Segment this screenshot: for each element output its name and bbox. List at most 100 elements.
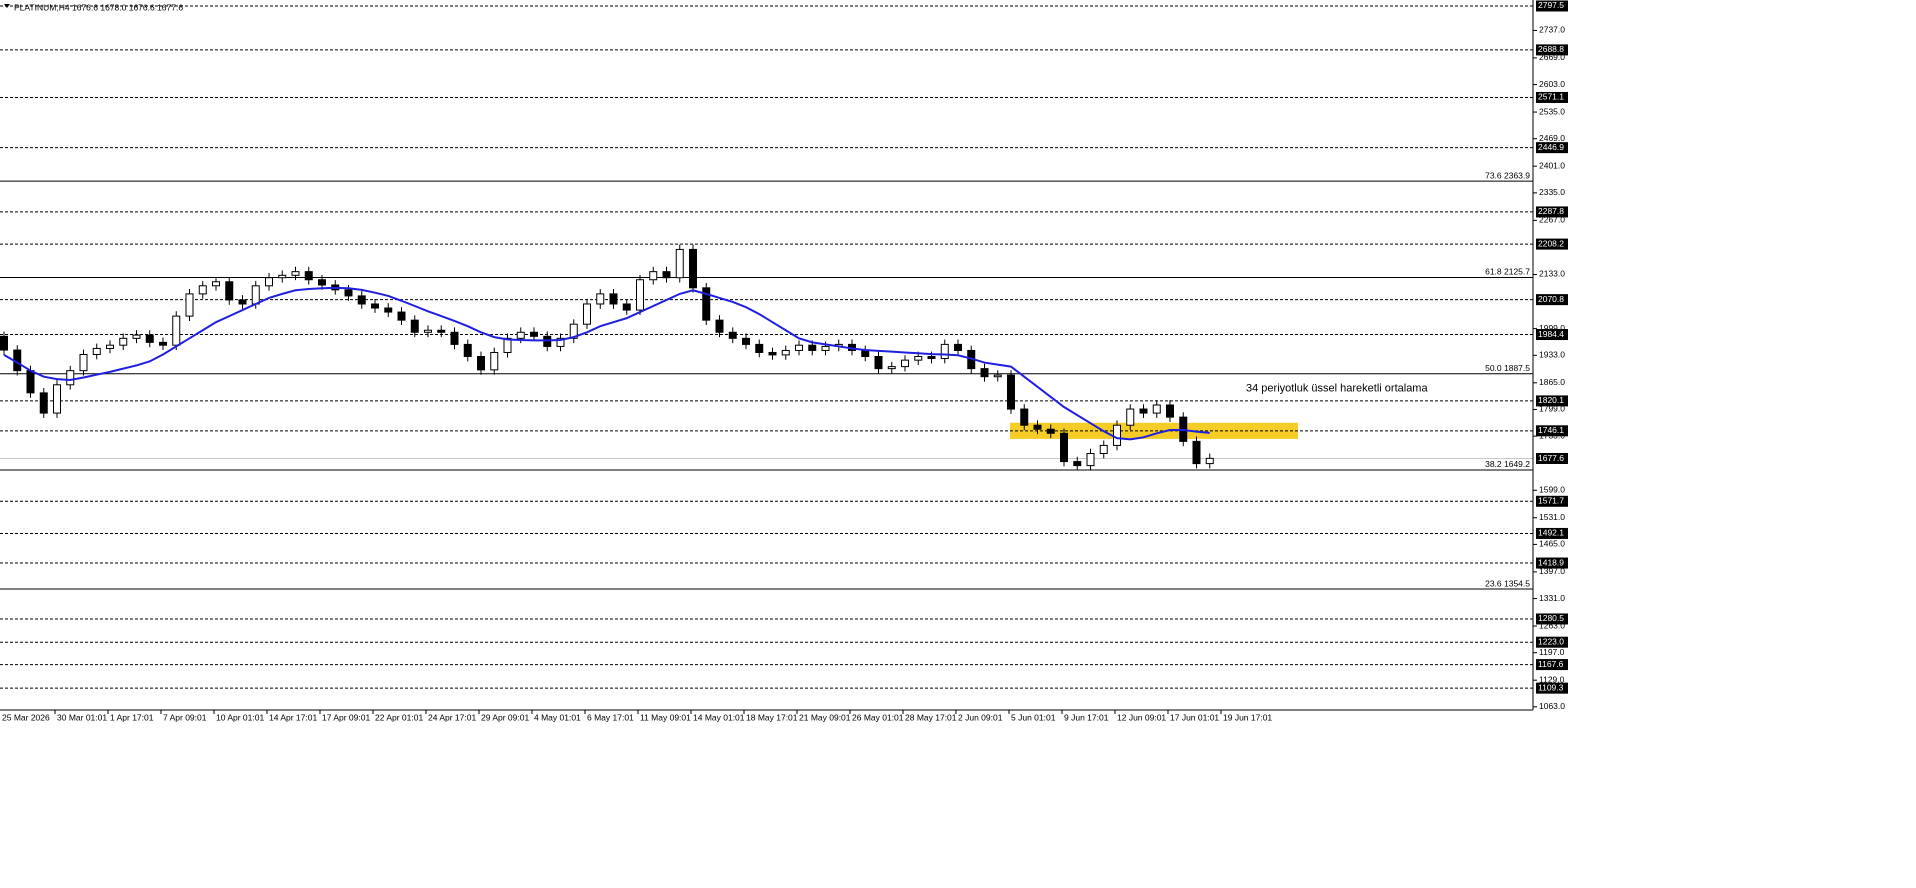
price-level-box bbox=[1536, 425, 1568, 437]
candle-body bbox=[649, 271, 658, 281]
candle-body bbox=[397, 311, 406, 321]
x-tick-label: 9 Jun 17:01 bbox=[1064, 712, 1109, 722]
price-level-label: 1280.5 bbox=[1538, 613, 1564, 623]
fib-label: 61.8 2125.7 bbox=[1485, 267, 1530, 277]
candle-body bbox=[1073, 461, 1082, 467]
price-level-box bbox=[1536, 294, 1568, 306]
x-tick-label: 17 Jun 01:01 bbox=[1170, 712, 1219, 722]
x-tick-label: 26 May 01:01 bbox=[852, 712, 904, 722]
candle-body bbox=[622, 303, 631, 311]
candle-body bbox=[238, 299, 247, 305]
candle-body bbox=[927, 356, 936, 360]
y-tick-label: 2669.0 bbox=[1539, 52, 1565, 62]
price-level-box bbox=[1536, 206, 1568, 218]
x-tick-label: 21 May 09:01 bbox=[799, 712, 851, 722]
x-tick-label: 6 May 17:01 bbox=[587, 712, 634, 722]
candle-body bbox=[940, 343, 949, 360]
price-level-box bbox=[1536, 142, 1568, 154]
y-tick-label: 1197.0 bbox=[1539, 647, 1565, 657]
candle-body bbox=[503, 337, 512, 353]
candle-body bbox=[278, 274, 287, 279]
candle-body bbox=[583, 303, 591, 325]
x-tick-label: 29 Apr 09:01 bbox=[481, 712, 529, 722]
y-tick-label: 1263.0 bbox=[1539, 620, 1565, 630]
y-tick-label: 2603.0 bbox=[1539, 79, 1565, 89]
y-tick-label: 2133.0 bbox=[1539, 269, 1565, 279]
candle-body bbox=[689, 248, 697, 289]
candle-body bbox=[901, 359, 909, 368]
x-tick-label: 18 May 17:01 bbox=[746, 712, 798, 722]
candle-body bbox=[39, 392, 48, 414]
price-level-label: 1109.3 bbox=[1538, 682, 1564, 692]
x-tick-label: 28 May 17:01 bbox=[905, 712, 957, 722]
y-tick-label: 1531.0 bbox=[1539, 512, 1565, 522]
candle-body bbox=[384, 307, 393, 313]
y-tick-label: 2535.0 bbox=[1539, 106, 1565, 116]
y-tick-label: 2737.0 bbox=[1539, 25, 1565, 35]
candle-body bbox=[569, 323, 578, 339]
candle-body bbox=[0, 335, 8, 351]
price-level-label: 1418.9 bbox=[1538, 557, 1564, 567]
x-tick-label: 22 Apr 01:01 bbox=[375, 712, 423, 722]
candle-body bbox=[662, 271, 671, 279]
candle-body bbox=[768, 351, 777, 356]
candle-body bbox=[53, 384, 61, 414]
x-tick-label: 7 Apr 09:01 bbox=[163, 712, 207, 722]
price-level-box bbox=[1536, 44, 1568, 56]
candle-body bbox=[477, 356, 485, 371]
price-level-label: 1746.1 bbox=[1538, 425, 1564, 435]
candle-body bbox=[543, 335, 552, 347]
price-level-label: 2287.8 bbox=[1538, 206, 1564, 216]
candle-body bbox=[225, 281, 234, 301]
candle-body bbox=[1113, 424, 1121, 446]
candle-body bbox=[821, 345, 830, 351]
x-tick-label: 14 Apr 17:01 bbox=[269, 712, 317, 722]
price-level-label: 1820.1 bbox=[1538, 395, 1564, 405]
candle-body bbox=[742, 337, 750, 345]
candle-body bbox=[79, 353, 88, 372]
candle-body bbox=[1007, 374, 1015, 410]
candle-body bbox=[1086, 452, 1095, 467]
x-tick-label: 4 May 01:01 bbox=[534, 712, 581, 722]
candle-body bbox=[119, 337, 128, 346]
price-level-box bbox=[1536, 613, 1568, 625]
candle-body bbox=[490, 351, 499, 371]
x-tick-label: 1 Apr 17:01 bbox=[110, 712, 154, 722]
x-tick-label: 10 Apr 01:01 bbox=[216, 712, 264, 722]
x-tick-label: 19 Jun 17:01 bbox=[1223, 712, 1272, 722]
price-level-label: 1492.1 bbox=[1538, 528, 1564, 538]
candle-body bbox=[795, 344, 803, 351]
candle-body bbox=[954, 343, 962, 351]
candle-body bbox=[702, 287, 711, 321]
candle-body bbox=[1192, 440, 1201, 465]
y-tick-label: 2401.0 bbox=[1539, 160, 1565, 170]
candle-body bbox=[172, 315, 181, 346]
candle-body bbox=[26, 370, 35, 394]
support-zone bbox=[1010, 422, 1298, 439]
chart-subtitle: 1676.6 1678.0 1676.6 1677.6 bbox=[72, 2, 183, 12]
candle-body bbox=[1152, 404, 1161, 414]
candle-body bbox=[344, 289, 353, 297]
y-tick-label: 1397.0 bbox=[1539, 566, 1565, 576]
candle-body bbox=[424, 329, 432, 333]
y-tick-label: 2335.0 bbox=[1539, 187, 1565, 197]
x-tick-label: 24 Apr 17:01 bbox=[428, 712, 476, 722]
axis-gap bbox=[1534, 0, 1916, 710]
candle-body bbox=[675, 248, 684, 279]
price-level-box bbox=[1536, 91, 1568, 103]
x-tick-label: 12 Jun 09:01 bbox=[1117, 712, 1166, 722]
candle-body bbox=[251, 285, 260, 305]
price-level-label: 2208.2 bbox=[1538, 238, 1564, 248]
candle-body bbox=[145, 334, 154, 343]
candle-body bbox=[66, 370, 75, 386]
y-tick-label: 1129.0 bbox=[1539, 674, 1565, 684]
y-tick-label: 1999.0 bbox=[1539, 323, 1565, 333]
candle-body bbox=[437, 329, 446, 333]
price-level-box bbox=[1536, 238, 1568, 250]
candle-body bbox=[1126, 408, 1135, 426]
candle-body bbox=[993, 374, 1002, 378]
y-tick-label: 1331.0 bbox=[1539, 593, 1565, 603]
candle-body bbox=[755, 343, 764, 353]
